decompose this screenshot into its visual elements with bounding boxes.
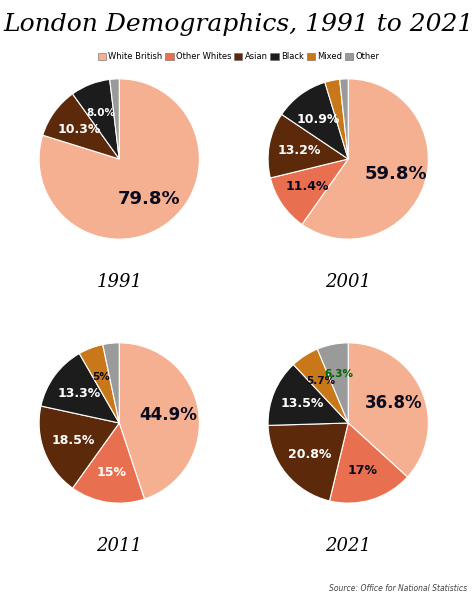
Wedge shape (79, 344, 119, 423)
Wedge shape (119, 343, 199, 499)
Text: 15%: 15% (97, 466, 127, 479)
Text: 44.9%: 44.9% (139, 406, 197, 424)
Text: 8.0%: 8.0% (87, 107, 116, 118)
Wedge shape (72, 423, 144, 503)
Wedge shape (281, 82, 347, 159)
Text: 36.8%: 36.8% (364, 394, 422, 412)
Wedge shape (102, 343, 119, 423)
Text: 2021: 2021 (325, 537, 370, 555)
Text: 2011: 2011 (96, 537, 142, 555)
Text: 13.2%: 13.2% (277, 144, 320, 157)
Text: 10.9%: 10.9% (297, 113, 339, 125)
Text: 59.8%: 59.8% (364, 165, 426, 183)
Text: 2001: 2001 (325, 273, 370, 291)
Text: 17%: 17% (347, 464, 377, 477)
Text: 13.5%: 13.5% (280, 397, 323, 410)
Wedge shape (324, 79, 347, 159)
Wedge shape (109, 79, 119, 159)
Wedge shape (301, 79, 427, 239)
Text: 13.3%: 13.3% (58, 387, 100, 400)
Text: 5.7%: 5.7% (306, 376, 335, 386)
Wedge shape (317, 343, 347, 423)
Wedge shape (268, 423, 347, 501)
Text: 18.5%: 18.5% (51, 434, 94, 448)
Wedge shape (268, 365, 347, 425)
Text: 79.8%: 79.8% (117, 190, 179, 208)
Text: 20.8%: 20.8% (288, 448, 331, 461)
Legend: White British, Other Whites, Asian, Black, Mixed, Other: White British, Other Whites, Asian, Blac… (94, 49, 382, 65)
Wedge shape (270, 159, 347, 224)
Text: 6.3%: 6.3% (323, 369, 352, 379)
Wedge shape (72, 79, 119, 159)
Text: 1991: 1991 (96, 273, 142, 291)
Wedge shape (329, 423, 407, 503)
Text: 10.3%: 10.3% (57, 124, 100, 136)
Wedge shape (43, 94, 119, 159)
Text: 5%: 5% (92, 371, 110, 382)
Wedge shape (293, 349, 347, 423)
Wedge shape (39, 406, 119, 488)
Wedge shape (347, 343, 427, 477)
Text: 11.4%: 11.4% (285, 181, 328, 193)
Text: Source: Office for National Statistics: Source: Office for National Statistics (328, 584, 466, 593)
Wedge shape (339, 79, 347, 159)
Wedge shape (41, 353, 119, 423)
Text: London Demographics, 1991 to 2021: London Demographics, 1991 to 2021 (3, 13, 473, 36)
Wedge shape (39, 79, 199, 239)
Wedge shape (268, 115, 347, 178)
